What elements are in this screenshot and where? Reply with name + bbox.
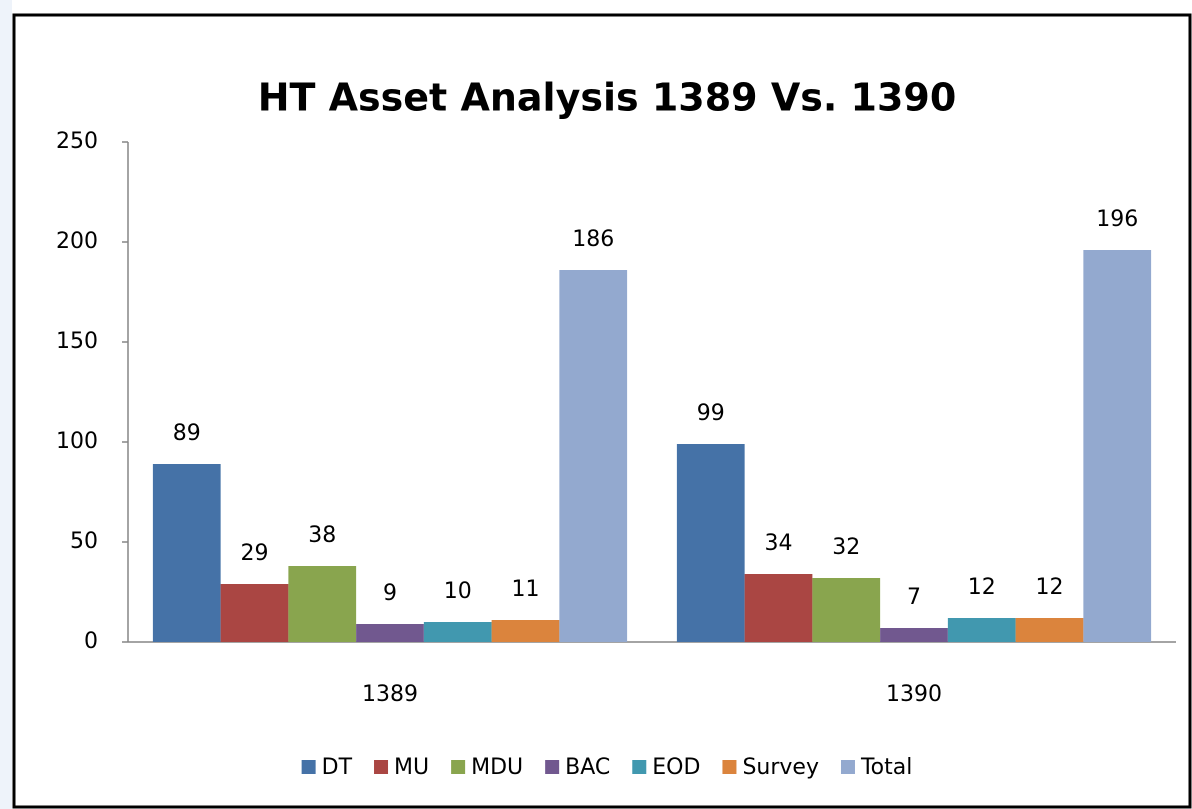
data-label: 10: [444, 579, 472, 604]
bar: [880, 628, 948, 642]
data-label: 29: [241, 541, 269, 566]
legend-label: Survey: [742, 755, 819, 780]
data-label: 12: [968, 575, 996, 600]
side-strip: [0, 0, 12, 809]
data-label: 99: [697, 401, 725, 426]
data-label: 12: [1035, 575, 1063, 600]
legend-label: EOD: [652, 755, 700, 780]
y-tick-label: 250: [56, 129, 98, 154]
bar: [423, 622, 492, 642]
chart-title: HT Asset Analysis 1389 Vs. 1390: [258, 76, 957, 120]
bar: [1083, 250, 1152, 642]
bar: [744, 574, 813, 642]
data-label: 38: [308, 523, 336, 548]
bar: [812, 578, 881, 642]
data-label: 89: [173, 421, 201, 446]
legend-swatch: [632, 760, 647, 774]
legend-swatch: [545, 760, 560, 774]
data-label: 11: [511, 577, 539, 602]
y-tick-label: 200: [56, 229, 98, 254]
legend-label: BAC: [565, 755, 610, 780]
data-label: 7: [907, 585, 921, 610]
legend-label: MU: [394, 755, 429, 780]
y-tick-label: 100: [56, 429, 98, 454]
legend-swatch: [722, 760, 737, 774]
bar: [1015, 618, 1084, 642]
bar: [152, 464, 221, 642]
data-label: 34: [765, 531, 793, 556]
data-label: 32: [832, 535, 860, 560]
bar: [491, 620, 560, 642]
x-tick-label: 1390: [886, 682, 942, 707]
legend-swatch: [451, 760, 466, 774]
legend-swatch: [374, 760, 389, 774]
bar: [220, 584, 289, 642]
legend-label: MDU: [471, 755, 523, 780]
legend-swatch: [301, 760, 316, 774]
y-tick-label: 50: [70, 529, 98, 554]
bar: [356, 624, 424, 642]
legend-label: DT: [322, 755, 353, 780]
bar: [947, 618, 1016, 642]
y-tick-label: 150: [56, 329, 98, 354]
data-label: 9: [383, 581, 397, 606]
legend-label: Total: [860, 755, 912, 780]
bar: [288, 566, 357, 642]
x-tick-label: 1389: [362, 682, 418, 707]
bar: [676, 444, 745, 642]
legend-swatch: [840, 760, 855, 774]
data-label: 186: [572, 227, 614, 252]
y-tick-label: 0: [84, 629, 98, 654]
data-label: 196: [1096, 207, 1138, 232]
bar: [559, 270, 628, 642]
